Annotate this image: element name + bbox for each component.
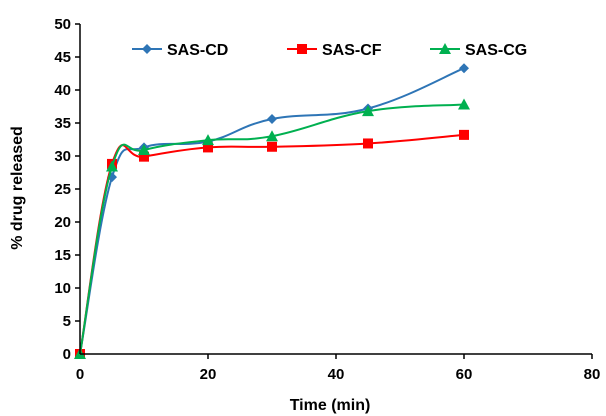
legend-marker-sas-cf [297,44,307,54]
data-point-sas-cf [363,138,373,149]
legend-label-sas-cd: SAS-CD [167,42,228,59]
data-point-sas-cg [362,105,374,117]
data-point-sas-cf [267,141,277,152]
x-tick-label: 40 [328,366,345,383]
y-tick-label: 10 [54,280,71,297]
x-tick-label: 80 [584,366,601,383]
series-sas-cf [75,129,469,359]
legend: SAS-CD SAS-CF SAS-CG [132,42,527,59]
legend-label-sas-cf: SAS-CF [322,42,382,59]
y-tick-label: 50 [54,16,71,33]
legend-marker-sas-cd [142,44,152,54]
y-tick-label: 25 [54,181,71,198]
data-point-sas-cf [203,142,213,153]
data-point-sas-cg [266,130,278,142]
x-axis-ticks: 0 20 40 60 80 [76,354,601,383]
y-tick-label: 30 [54,148,71,165]
y-tick-label: 20 [54,214,71,231]
data-point-sas-cf [459,129,469,140]
legend-label-sas-cg: SAS-CG [465,42,527,59]
data-point-sas-cg [106,160,118,172]
data-point-sas-cg [138,144,150,156]
x-tick-label: 20 [200,366,217,383]
y-tick-label: 45 [54,49,71,66]
series-sas-cg [74,98,470,359]
data-point-sas-cf [139,151,149,162]
data-point-sas-cg [202,134,214,146]
y-tick-label: 40 [54,82,71,99]
series-line-sas-cd [79,67,465,355]
series-line-sas-cf [79,133,465,355]
y-axis-ticks: 0 5 10 15 20 25 30 35 40 45 50 [54,16,80,363]
data-point-sas-cg [458,98,470,110]
x-tick-label: 0 [76,366,84,383]
legend-marker-sas-cg [439,43,451,54]
x-axis-title: Time (min) [290,397,371,414]
data-point-sas-cd [459,63,469,74]
y-tick-label: 0 [63,346,71,363]
data-point-sas-cd [267,114,277,125]
y-tick-label: 5 [63,313,71,330]
series-layer [74,63,470,359]
y-tick-label: 35 [54,115,71,132]
y-tick-label: 15 [54,247,71,264]
y-axis-title: % drug released [9,126,26,250]
x-tick-label: 60 [456,366,473,383]
